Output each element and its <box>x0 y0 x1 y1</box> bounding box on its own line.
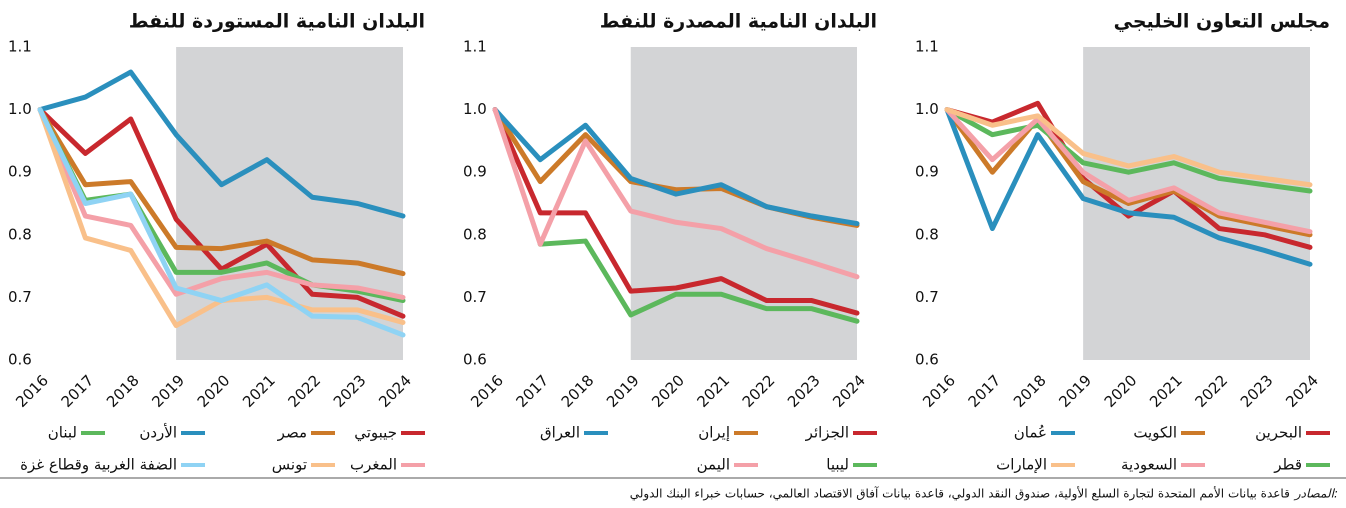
y-tick-label: 0.8 <box>463 225 487 243</box>
legend-label: الجزائر <box>805 424 849 442</box>
y-tick-label: 0.9 <box>8 163 32 181</box>
x-tick-label: 2020 <box>648 371 688 411</box>
series-line <box>944 107 1313 238</box>
legend-label: اليمن <box>697 456 730 474</box>
legend-label: الأردن <box>139 423 177 442</box>
legend-label: لبنان <box>48 424 77 442</box>
y-tick-label: 0.9 <box>463 163 487 181</box>
legend-label: جيبوتي <box>354 424 397 443</box>
legend-label: تونس <box>272 456 307 474</box>
x-tick-label: 2016 <box>919 371 959 411</box>
legend-label: عُمان <box>1014 424 1047 442</box>
y-tick-label: 0.6 <box>8 351 32 369</box>
x-tick-label: 2016 <box>467 371 507 411</box>
y-tick-label: 1.1 <box>463 38 487 56</box>
legend-label: الكويت <box>1133 424 1177 442</box>
series-line <box>944 100 1313 250</box>
series-line <box>492 107 860 280</box>
x-tick-label: 2017 <box>965 371 1005 411</box>
legend-label: الإمارات <box>996 456 1047 474</box>
series-line <box>537 238 860 324</box>
x-tick-label: 2018 <box>103 371 143 411</box>
x-tick-label: 2024 <box>829 371 869 411</box>
legend-label: البحرين <box>1255 424 1302 442</box>
panel-title: البلدان النامية المصدرة للنفط <box>600 11 877 33</box>
series-line <box>944 107 1313 267</box>
y-tick-label: 0.6 <box>915 351 939 369</box>
x-tick-label: 2020 <box>194 371 234 411</box>
x-tick-label: 2021 <box>239 371 279 411</box>
panel-title: البلدان النامية المستوردة للنفط <box>129 11 425 33</box>
y-tick-label: 0.8 <box>915 225 939 243</box>
x-tick-label: 2023 <box>784 371 824 411</box>
source-label: المصادر: <box>1293 487 1338 501</box>
source-text: قاعدة بيانات الأمم المتحدة لتجارة السلع … <box>630 486 1290 502</box>
panel-title: مجلس التعاون الخليجي <box>1114 11 1330 33</box>
legend-label: قطر <box>1273 456 1302 474</box>
x-tick-label: 2022 <box>285 371 325 411</box>
series-line <box>492 107 860 227</box>
y-tick-label: 0.7 <box>915 288 939 306</box>
x-tick-label: 2017 <box>58 371 98 411</box>
y-tick-label: 1.0 <box>463 100 487 118</box>
legend-label: السعودية <box>1121 456 1177 474</box>
x-tick-label: 2020 <box>1101 371 1141 411</box>
y-tick-label: 0.7 <box>8 288 32 306</box>
x-tick-label: 2016 <box>12 371 52 411</box>
x-tick-label: 2018 <box>1010 371 1050 411</box>
x-tick-label: 2021 <box>1146 371 1186 411</box>
series-line <box>37 69 406 219</box>
x-tick-label: 2023 <box>1237 371 1277 411</box>
x-tick-label: 2021 <box>694 371 734 411</box>
y-tick-label: 0.7 <box>463 288 487 306</box>
x-tick-label: 2019 <box>603 371 643 411</box>
y-tick-label: 1.1 <box>8 38 32 56</box>
legend-label: إيران <box>698 424 730 442</box>
x-tick-label: 2024 <box>375 371 415 411</box>
legend-label: الضفة الغربية وقطاع غزة <box>20 456 177 474</box>
x-tick-label: 2018 <box>558 371 598 411</box>
forecast-shade <box>630 47 857 360</box>
x-tick-label: 2022 <box>739 371 779 411</box>
series-line <box>37 107 406 277</box>
y-tick-label: 0.8 <box>8 225 32 243</box>
series-line <box>37 107 406 300</box>
x-tick-label: 2024 <box>1282 371 1322 411</box>
series-line <box>37 107 406 338</box>
x-tick-label: 2019 <box>1055 371 1095 411</box>
y-tick-label: 0.6 <box>463 351 487 369</box>
x-tick-label: 2022 <box>1192 371 1232 411</box>
x-tick-label: 2017 <box>513 371 553 411</box>
legend-label: ليبيا <box>826 456 849 474</box>
y-tick-label: 1.0 <box>8 100 32 118</box>
series-line <box>944 107 1313 194</box>
legend-label: العراق <box>540 424 580 442</box>
legend-label: مصر <box>277 424 307 442</box>
x-tick-label: 2019 <box>148 371 188 411</box>
series-line <box>944 107 1313 235</box>
y-tick-label: 1.1 <box>915 38 939 56</box>
y-tick-label: 0.9 <box>915 163 939 181</box>
series-line <box>944 107 1313 188</box>
y-tick-label: 1.0 <box>915 100 939 118</box>
series-line <box>37 107 406 319</box>
legend-label: المغرب <box>350 456 397 474</box>
x-tick-label: 2023 <box>330 371 370 411</box>
